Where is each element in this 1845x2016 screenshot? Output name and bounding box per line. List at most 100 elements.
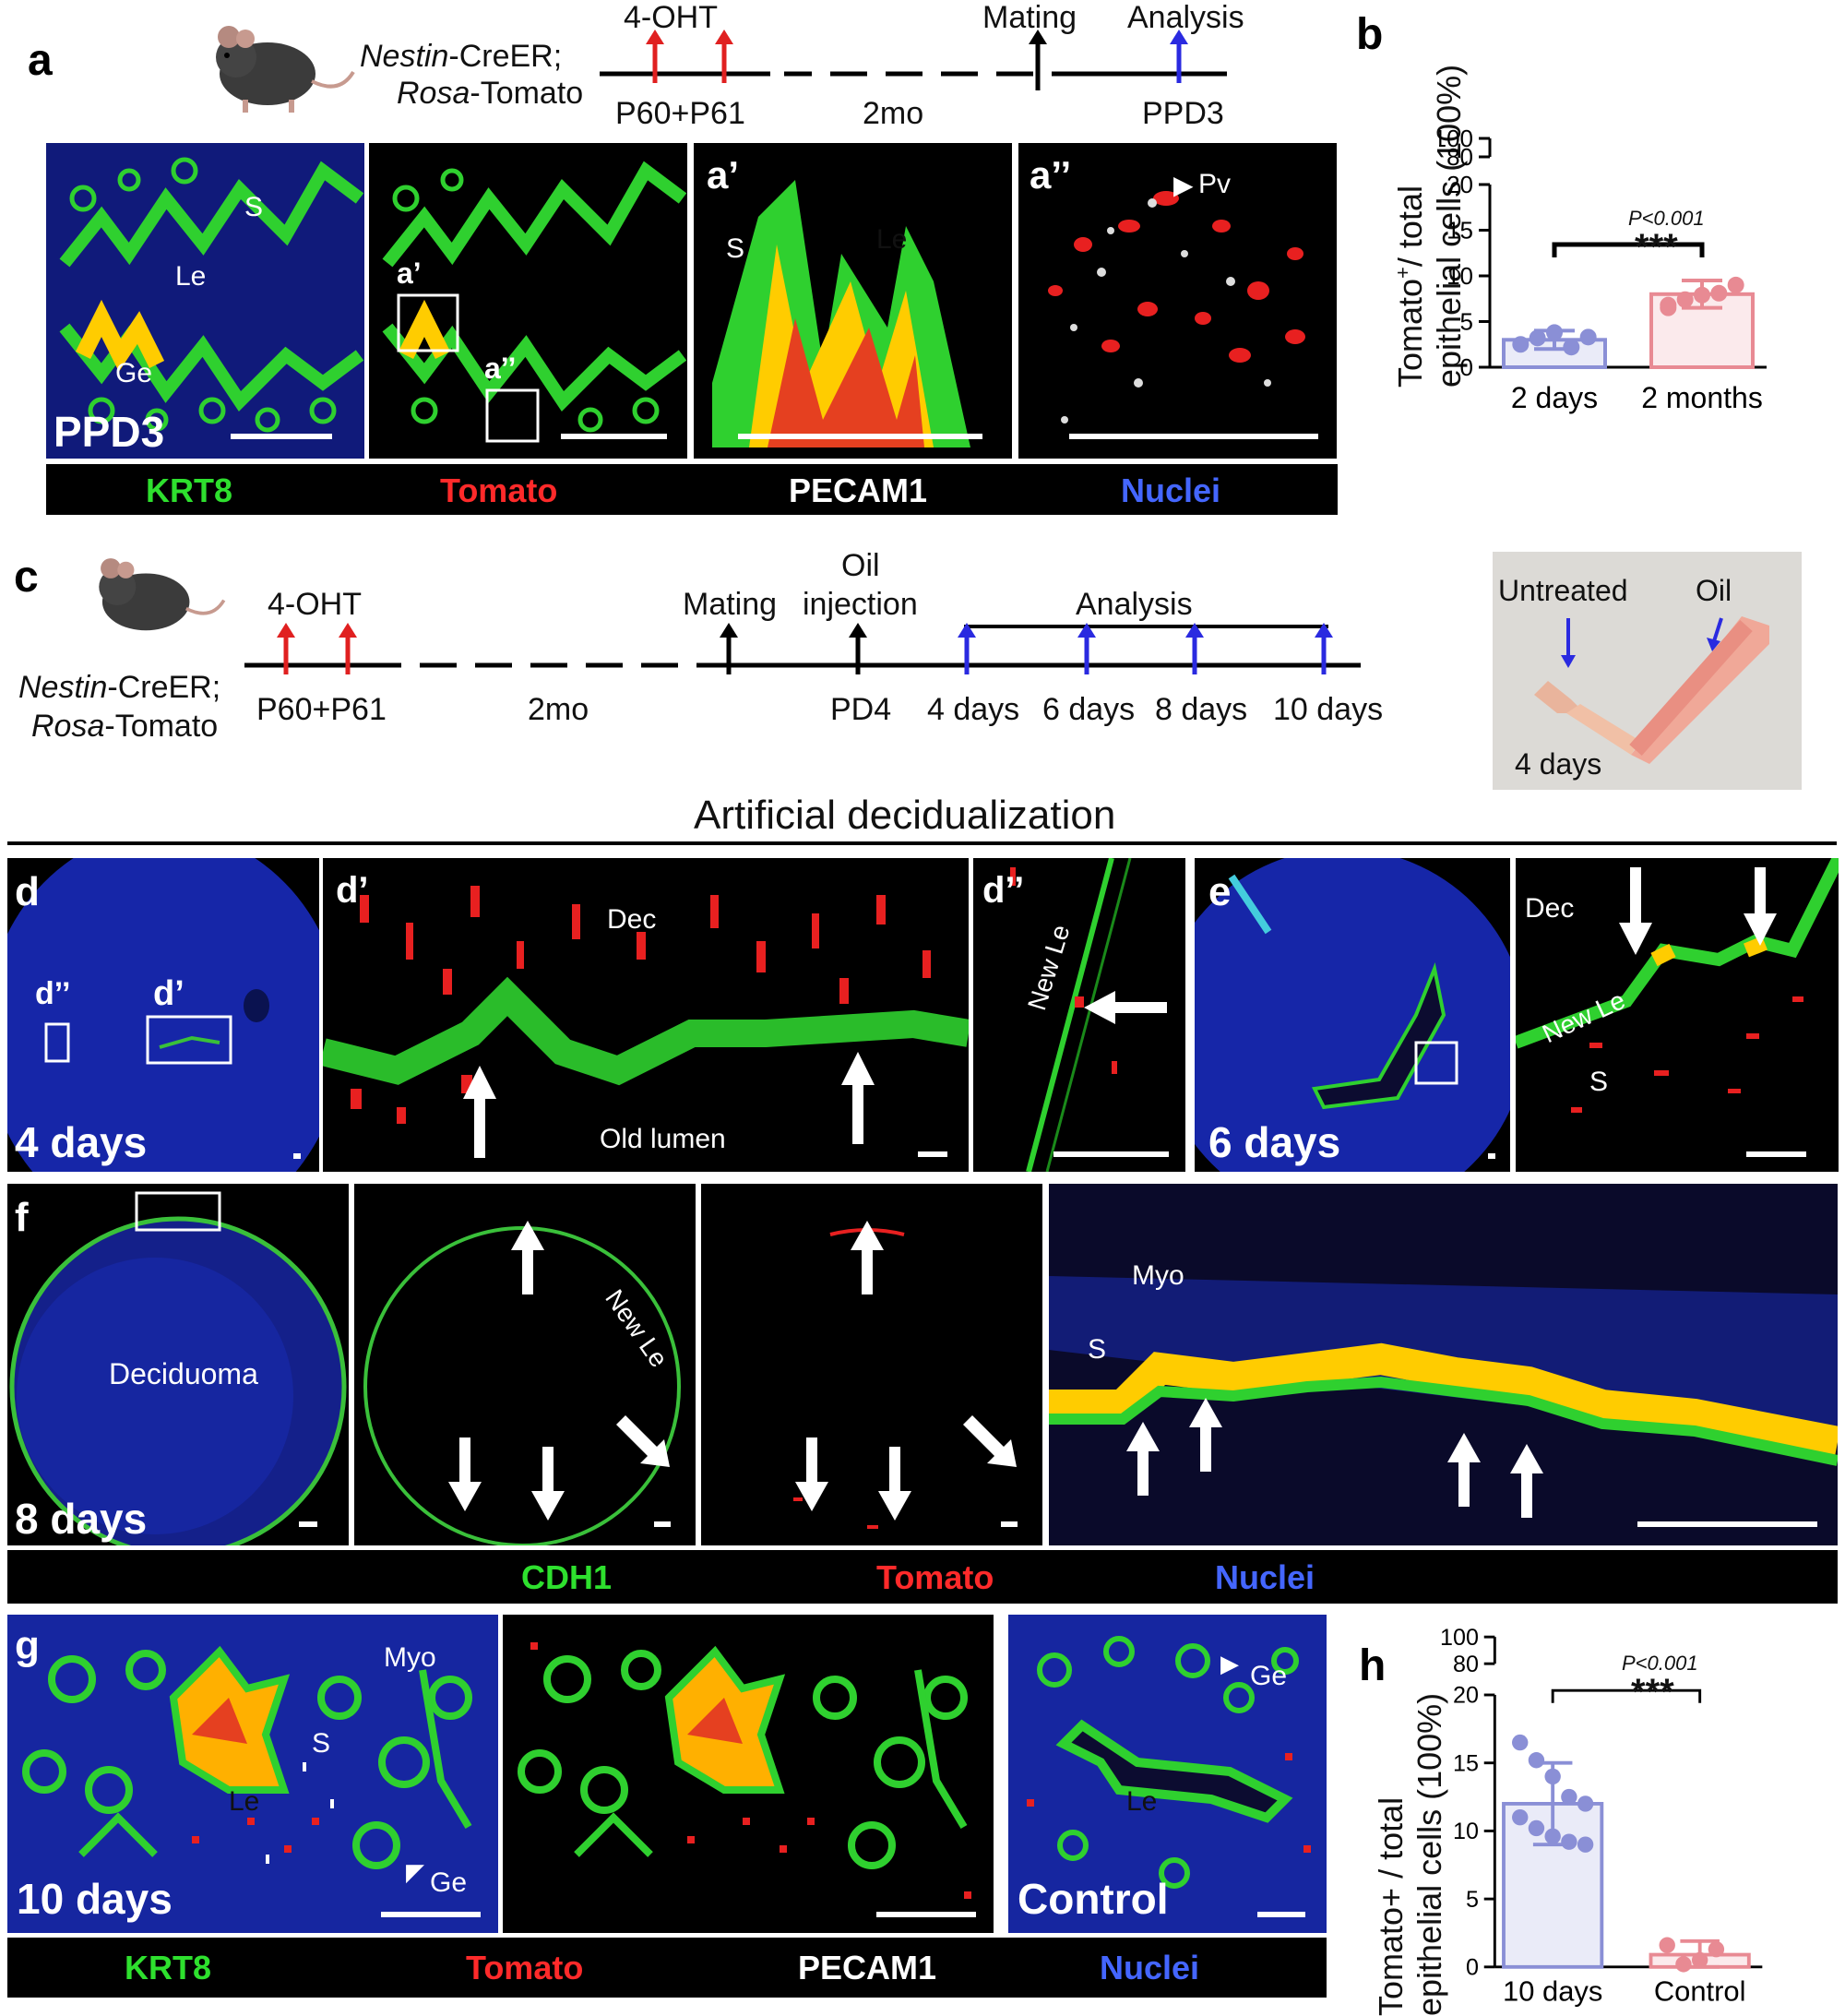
- data-point: [1676, 291, 1694, 308]
- y-tick-label: 0: [1460, 353, 1473, 381]
- y-tick-label: 20: [1446, 171, 1473, 198]
- y-tick-label: 10: [1453, 1819, 1479, 1844]
- legend-krt8: KRT8: [125, 1949, 212, 1986]
- legend-tomato: Tomato: [440, 471, 558, 509]
- image-g-tomato: [503, 1615, 994, 1933]
- panel-c-strain-line1: Nestin-CreER;: [18, 670, 221, 705]
- photo-label-oil: Oil: [1696, 574, 1732, 607]
- legend-tomato: Tomato: [876, 1558, 994, 1596]
- legend-nuclei: Nuclei: [1100, 1949, 1200, 1986]
- section-title: Artificial decidualization: [694, 793, 1116, 838]
- scale-bar: [231, 434, 332, 439]
- data-point: [1561, 1788, 1577, 1806]
- timeline-a-ppd3: PPD3: [1142, 96, 1224, 131]
- significance-bracket: [1551, 1688, 1702, 1703]
- significance-bracket: [1552, 242, 1705, 257]
- timeline-c-10days: 10 days: [1273, 692, 1384, 727]
- panel-c-timeline: [244, 623, 1361, 674]
- image-g-control: ▶ Ge Le Control: [1008, 1615, 1327, 1933]
- arrow-up-icon: [1447, 1433, 1481, 1507]
- image-e-overview: e 6 days: [1195, 858, 1510, 1172]
- category-label: 2 days: [1511, 381, 1598, 414]
- panel-c-label: c: [14, 553, 39, 602]
- timeline-a-mating: Mating: [982, 0, 1077, 35]
- category-label: 10 days: [1503, 1975, 1602, 2008]
- timeline-c-8days: 8 days: [1155, 692, 1248, 727]
- section-divider: [7, 841, 1837, 845]
- data-point: [1561, 1833, 1577, 1850]
- panel-c-strain-line2: Rosa-Tomato: [31, 709, 219, 744]
- timeline-c-analysis: Analysis: [1076, 587, 1193, 622]
- panel-h-label: h: [1359, 1641, 1387, 1690]
- timeline-c-6days: 6 days: [1042, 692, 1136, 727]
- scale-bar: [1746, 1151, 1806, 1157]
- label-Le: Le: [175, 261, 207, 292]
- data-point: [1660, 296, 1677, 314]
- arrow-down-icon: [795, 1437, 828, 1511]
- timeline-c-pd4: PD4: [830, 692, 892, 727]
- image-f-zoom: Myo S: [1049, 1184, 1838, 1545]
- image-label-a-prime: a’: [707, 153, 740, 197]
- data-point: [1544, 1828, 1561, 1845]
- panel-a-label: a: [28, 36, 53, 85]
- timeline-a-2mo: 2mo: [863, 96, 924, 131]
- image-a-prime: a’ S Le: [694, 143, 1012, 459]
- image-label-d-double-prime: d’’: [982, 870, 1025, 911]
- image-label-a-double-prime: a’’: [1030, 153, 1072, 197]
- label-old-lumen: Old lumen: [600, 1124, 726, 1154]
- scale-bar: [1053, 1151, 1169, 1157]
- pv-arrowhead: ▶: [1173, 171, 1194, 199]
- arrow-down-right-icon: [963, 1415, 1017, 1467]
- mouse-icon: [216, 26, 355, 113]
- label-dec: Dec: [1525, 893, 1575, 924]
- image-label-d-prime: d’: [336, 870, 369, 911]
- image-e-zoom: Dec New Le S: [1516, 858, 1839, 1172]
- arrow-up-icon: [841, 1052, 875, 1144]
- uterus-photo: Untreated Oil 4 days: [1493, 552, 1802, 790]
- image-a-double-prime: a’’ ▶ Pv: [1018, 143, 1337, 459]
- data-point: [1710, 284, 1728, 302]
- data-point: [1579, 328, 1597, 346]
- panel-b-label: b: [1356, 10, 1384, 59]
- label-S: S: [244, 192, 264, 222]
- scale-bar: [1637, 1521, 1817, 1527]
- y-tick-label: 15: [1446, 217, 1473, 245]
- scale-bar: [561, 434, 667, 439]
- data-point: [1512, 1734, 1529, 1751]
- inset-label-a1: a’: [397, 256, 422, 290]
- arrow-left-icon: [1084, 991, 1167, 1024]
- scale-bar: [1488, 1153, 1495, 1159]
- y-tick-label: 100: [1439, 125, 1473, 152]
- days-label: 8 days: [15, 1495, 148, 1543]
- scale-bar: [1001, 1521, 1018, 1527]
- stage-label: PPD3: [54, 408, 165, 456]
- legend-bar-g: [7, 1938, 1327, 1998]
- chart-b-pvalue: P<0.001: [1628, 207, 1705, 230]
- label-S: S: [1589, 1067, 1609, 1097]
- arrow-down-icon: [878, 1447, 911, 1521]
- image-f-overview: f Deciduoma 8 days: [7, 1184, 349, 1545]
- data-point: [1577, 1795, 1594, 1812]
- panel-h-ylabel: Tomato+ / total epithelial cells (100%): [1372, 1692, 1448, 2016]
- days-label: 6 days: [1208, 1118, 1341, 1166]
- legend-pecam1: PECAM1: [798, 1949, 937, 1986]
- ge-arrowhead: ▶: [1220, 1650, 1239, 1677]
- scale-bar: [1257, 1912, 1305, 1917]
- data-point: [1694, 286, 1710, 304]
- label-Ge: Ge: [430, 1867, 468, 1898]
- timeline-c-p60: P60+P61: [256, 692, 387, 727]
- days-label: 10 days: [17, 1875, 173, 1923]
- arrow-up-icon: [1189, 1398, 1222, 1472]
- y-tick-label: 15: [1453, 1750, 1479, 1776]
- scale-bar: [918, 1151, 947, 1157]
- y-tick-label: 5: [1460, 308, 1473, 336]
- scale-bar: [876, 1912, 976, 1917]
- label-deciduoma: Deciduoma: [109, 1357, 258, 1390]
- data-point: [1708, 1940, 1725, 1958]
- panel-a-strain-line1: Nestin-CreER;: [360, 39, 563, 74]
- data-point: [1659, 1937, 1675, 1953]
- label-Ge: Ge: [1250, 1661, 1288, 1691]
- scale-bar: [1069, 434, 1318, 439]
- arrow-down-icon: [448, 1437, 482, 1511]
